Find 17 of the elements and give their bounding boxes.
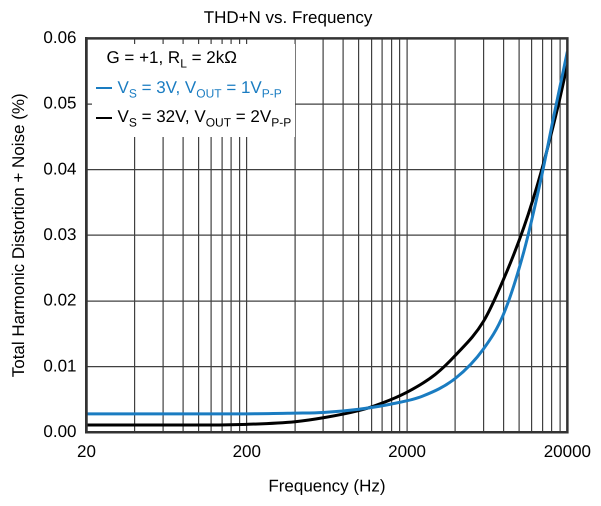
annotation: G = +1, R$_{L}$ = 2kΩ [105,47,238,73]
y-tick-label: 0.01 [43,356,76,376]
y-tick-label: 0.04 [43,159,76,178]
y-tick-label: 0.03 [43,224,76,244]
x-tick-label: 20000 [544,442,592,462]
y-tick-label: 0.00 [43,422,76,441]
legend-label: V$_{S}$ = 32V, V$_{OUT}$ = 2V$_{P-P}$ [116,106,292,132]
y-tick-label: 0.02 [43,290,76,310]
x-tick-label: 20 [77,442,96,462]
x-axis-title: Frequency (Hz) [268,476,386,496]
x-tick-label: 200 [232,442,261,462]
y-tick-label: 0.05 [43,94,76,113]
y-tick-label: 0.06 [43,28,76,48]
y-axis-title: Total Harmonic Distortion + Noise (%) [8,93,28,378]
legend-label: V$_{S}$ = 3V, V$_{OUT}$ = 1V$_{P-P}$ [116,76,283,102]
x-tick-label: 2000 [388,442,426,462]
chart-title: THD+N vs. Frequency [204,8,373,27]
